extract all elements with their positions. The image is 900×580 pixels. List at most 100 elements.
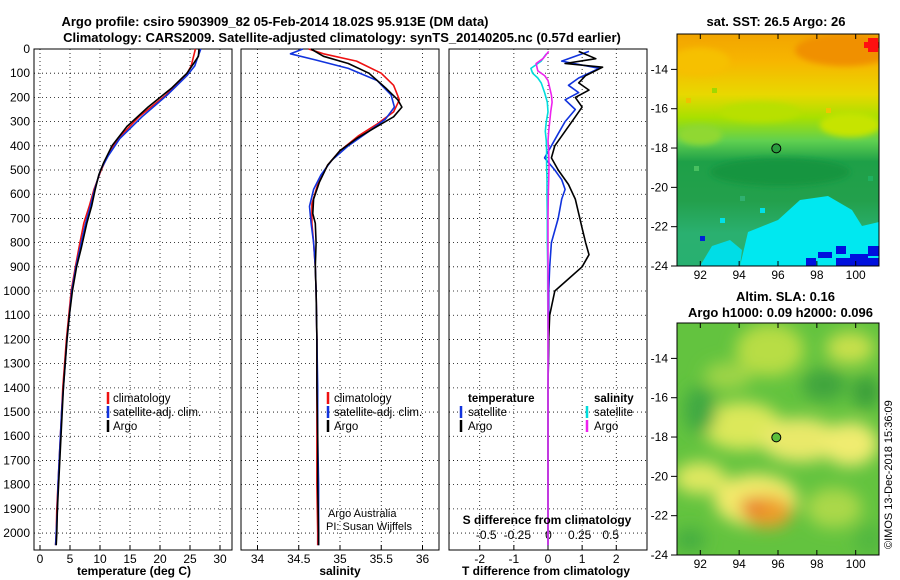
map-y-tick-label: -16 [651,391,669,405]
sla-map-title-line2: Argo h1000: 0.09 h2000: 0.096 [688,305,873,320]
map-x-tick-label: 100 [846,268,866,282]
sst-argo-marker [771,143,782,154]
sst-cold-patch-3 [700,240,742,266]
salinity-series [289,48,403,546]
difference-panel: -2 -1 0 1 2 -0.5 -0.25 0 0.25 0.5 T difference f… [448,48,648,578]
sla-blobs [677,324,879,555]
map-y-tick-label: -24 [651,548,669,562]
legend-temperature-title: temperature [468,393,534,405]
legend-s-argo: Argo [594,421,618,433]
legend-salinity-title: salinity [594,393,634,405]
sst-texture [677,34,879,186]
s-tick-label: 0.5 [602,528,619,542]
map-x-tick-label: 96 [771,557,785,571]
x-tick-label: 5 [67,552,74,566]
sla-map: Altim. SLA: 0.16 Argo h1000: 0.09 h2000:… [651,289,880,571]
y-tick-label: 1200 [3,332,30,346]
y-tick-label: 200 [10,90,30,104]
y-tick-label: 1000 [3,284,30,298]
temperature-panel: 0100200300400500600700800900100011001200… [3,42,233,578]
map-y-tick-label: -14 [651,351,669,365]
series-line-argo [55,48,200,546]
y-tick-label: 800 [10,236,30,250]
map-x-tick-label: 98 [810,557,824,571]
x-tick-label: 35 [333,552,347,566]
map-y-tick-label: -20 [651,469,669,483]
x-tick-label: 20 [153,552,167,566]
legend-climatology: climatology [334,393,392,405]
y-tick-label: 2000 [3,526,30,540]
difference-legend: temperature satellite Argo salinity sate… [459,393,634,433]
sla-argo-marker [771,432,782,443]
map-y-tick-label: -24 [651,259,669,273]
sst-map-title: sat. SST: 26.5 Argo: 26 [707,14,846,29]
legend-s-satellite: satellite [594,407,633,419]
map-x-tick-label: 94 [732,268,746,282]
s-tick-label: -0.25 [504,528,532,542]
temperature-x-ticks: 0 5 10 15 20 25 30 [37,545,227,566]
imos-watermark: ©IMOS 13-Dec-2018 15:36:09 [883,400,895,549]
difference-s-label: S difference from climatology [463,513,632,527]
salinity-panel: 34 34.5 35 35.5 36 salinity climatology sate… [240,48,440,578]
figure-title-line2: Climatology: CARS2009. Satellite-adjuste… [63,30,621,45]
salinity-xlabel: salinity [319,564,361,578]
sla-map-ticks: 92 94 96 98 100 -14 -16 -18 -20 -22 -24 [651,323,866,571]
sst-coldest-pixels [806,246,879,266]
y-tick-label: 300 [10,115,30,129]
sst-hot-pixel-2 [864,42,879,48]
legend-satellite: satellite-adj. clim. [113,407,201,419]
pi-text: PI: Susan Wijffels [326,521,412,533]
x-tick-label: 25 [183,552,197,566]
temperature-y-ticks: 0 100 200 300 400 500 600 700 800 900 1000 1100 1200… [3,42,30,540]
x-tick-label: 1 [579,552,586,566]
map-x-tick-label: 92 [694,557,708,571]
y-tick-label: 1500 [3,405,30,419]
temperature-xlabel: temperature (deg C) [77,564,191,578]
x-tick-label: 10 [93,552,107,566]
y-tick-label: 400 [10,139,30,153]
difference-xlabel: T difference from climatology [462,564,630,578]
sst-map: sat. SST: 26.5 Argo: 26 [651,14,880,282]
y-tick-label: 700 [10,211,30,225]
map-x-tick-label: 100 [846,557,866,571]
series-line-argo [310,48,403,546]
y-tick-label: 1600 [3,429,30,443]
map-y-tick-label: -14 [651,62,669,76]
x-tick-label: 15 [123,552,137,566]
y-tick-label: 1700 [3,453,30,467]
legend-t-argo: Argo [468,421,492,433]
legend-argo: Argo [113,421,137,433]
y-tick-label: 0 [23,42,30,56]
difference-x-ticks: -2 -1 0 1 2 [474,545,620,566]
map-y-tick-label: -18 [651,141,669,155]
difference-grid [449,48,647,550]
x-tick-label: 2 [613,552,620,566]
temperature-legend: climatology satellite-adj. clim. Argo [106,392,201,433]
y-tick-label: 1900 [3,502,30,516]
legend-climatology: climatology [113,393,171,405]
sla-map-title-line1: Altim. SLA: 0.16 [736,289,835,304]
salinity-legend: climatology satellite-adj. clim. Argo [326,392,422,433]
y-tick-label: 1100 [4,308,30,322]
difference-series [530,50,604,546]
x-tick-label: 0 [37,552,44,566]
y-tick-label: 1800 [3,478,30,492]
y-tick-label: 100 [10,66,30,80]
x-tick-label: 35.5 [370,552,394,566]
x-tick-label: -1 [509,552,520,566]
figure-title-line1: Argo profile: csiro 5903909_82 05-Feb-20… [61,14,488,29]
salinity-axes-frame [240,48,440,551]
x-tick-label: 34.5 [287,552,311,566]
map-x-tick-label: 92 [694,268,708,282]
temperature-series [54,48,202,546]
map-y-tick-label: -22 [651,509,669,523]
y-tick-label: 900 [10,260,30,274]
x-tick-label: 0 [545,552,552,566]
s-tick-label: 0.25 [568,528,592,542]
salinity-x-ticks: 34 34.5 35 35.5 36 [251,545,429,566]
sst-map-ticks: 92 94 96 98 100 -14 -16 -18 -20 -22 -24 [651,34,866,282]
credit-text: Argo Australia [328,508,397,520]
map-y-tick-label: -18 [651,430,669,444]
y-tick-label: 600 [10,187,30,201]
